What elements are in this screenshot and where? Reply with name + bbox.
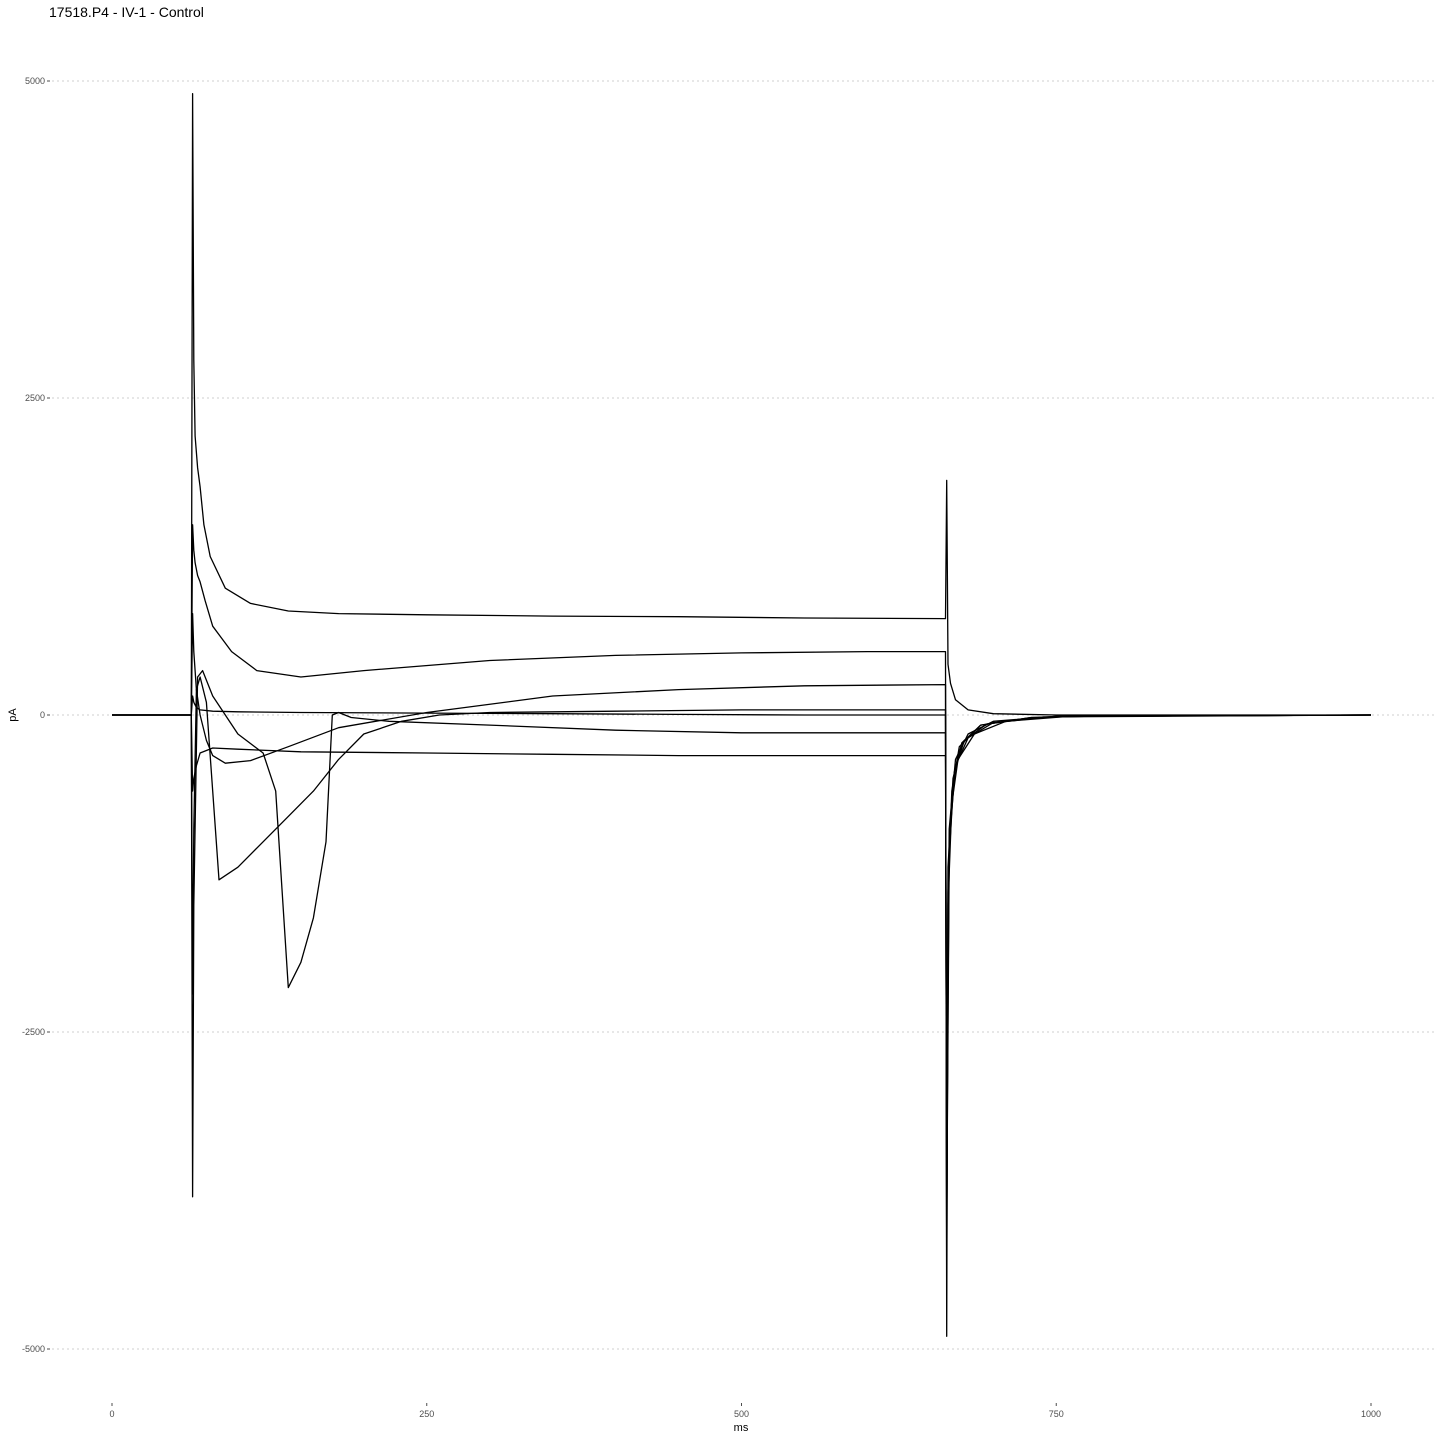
x-tick-label: 500 [734,1409,749,1419]
y-axis-ticks: -5000 -2500 0 2500 5000 [22,76,50,1354]
y-tick-label: -2500 [22,1027,45,1037]
traces [112,93,1372,1337]
y-tick-label: -5000 [22,1344,45,1354]
y-tick-label: 5000 [25,76,45,86]
trace-line-5 [112,669,1372,1223]
x-axis-ticks: 0 250 500 750 1000 [109,1403,1381,1419]
y-tick-label: 2500 [25,393,45,403]
x-tick-label: 750 [1049,1409,1064,1419]
trace-line-7 [112,695,1372,1135]
chart-title: 17518.P4 - IV-1 - Control [49,4,204,20]
x-tick-label: 1000 [1361,1409,1381,1419]
trace-line-6 [112,714,1372,1185]
y-tick-label: 0 [40,710,45,720]
y-axis-label: pA [7,708,19,722]
trace-line-1 [112,93,1371,716]
x-tick-label: 250 [419,1409,434,1419]
trace-line-2 [112,524,1372,1337]
x-axis-label: ms [734,1422,749,1434]
x-tick-label: 0 [109,1409,114,1419]
